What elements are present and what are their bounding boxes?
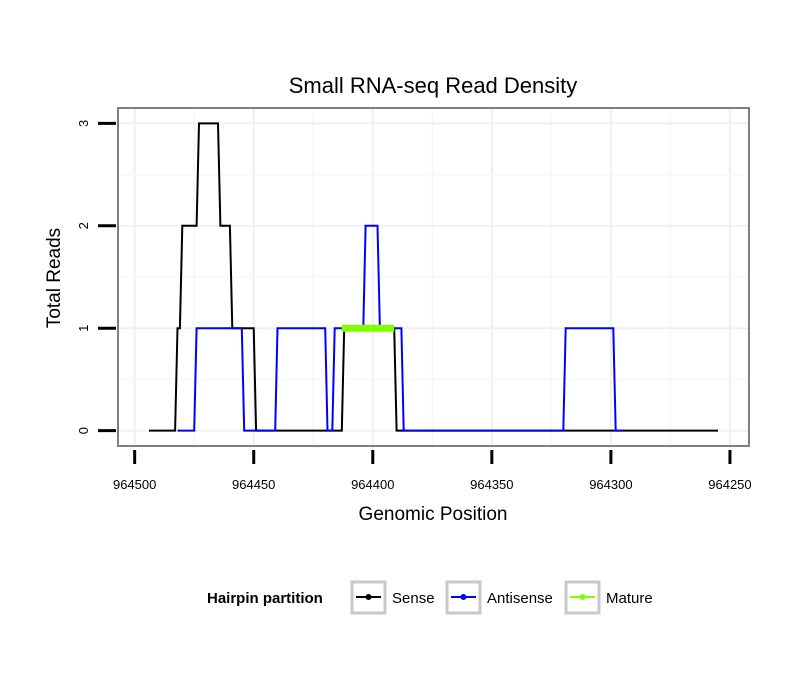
x-tick-label: 964250 xyxy=(708,477,751,492)
grid xyxy=(118,108,749,446)
legend-key-dot-mature xyxy=(579,594,586,600)
y-tick-label: 0 xyxy=(76,427,91,434)
x-tick-label: 964350 xyxy=(470,477,513,492)
x-tick-label: 964450 xyxy=(232,477,275,492)
legend: Hairpin partition Sense Antisense Mature xyxy=(207,580,653,615)
chart-title: Small RNA-seq Read Density xyxy=(289,73,578,98)
legend-item-sense: Sense xyxy=(350,580,435,615)
legend-label-mature: Mature xyxy=(606,590,653,607)
legend-title: Hairpin partition xyxy=(207,590,323,607)
legend-key-dot-antisense xyxy=(460,594,467,600)
y-tick-label: 3 xyxy=(76,120,91,127)
legend-item-antisense: Antisense xyxy=(445,580,553,615)
x-axis-label: Genomic Position xyxy=(359,504,508,525)
y-tick-label: 2 xyxy=(76,222,91,229)
series-line-antisense xyxy=(177,224,623,432)
x-tick-label: 964500 xyxy=(113,477,156,492)
x-axis: 964500 964450 964400 964350 964300 964250 xyxy=(113,450,752,492)
legend-label-antisense: Antisense xyxy=(487,590,553,607)
y-axis-label: Total Reads xyxy=(44,228,65,328)
plot-panel-border xyxy=(117,107,750,447)
legend-item-mature: Mature xyxy=(564,580,653,615)
x-tick-label: 964400 xyxy=(351,477,394,492)
legend-key-dot-sense xyxy=(365,594,372,600)
y-axis: 0 1 2 3 xyxy=(76,120,116,434)
x-tick-label: 964300 xyxy=(589,477,632,492)
legend-label-sense: Sense xyxy=(392,590,435,607)
series-layer xyxy=(149,122,718,432)
y-tick-label: 1 xyxy=(76,325,91,332)
